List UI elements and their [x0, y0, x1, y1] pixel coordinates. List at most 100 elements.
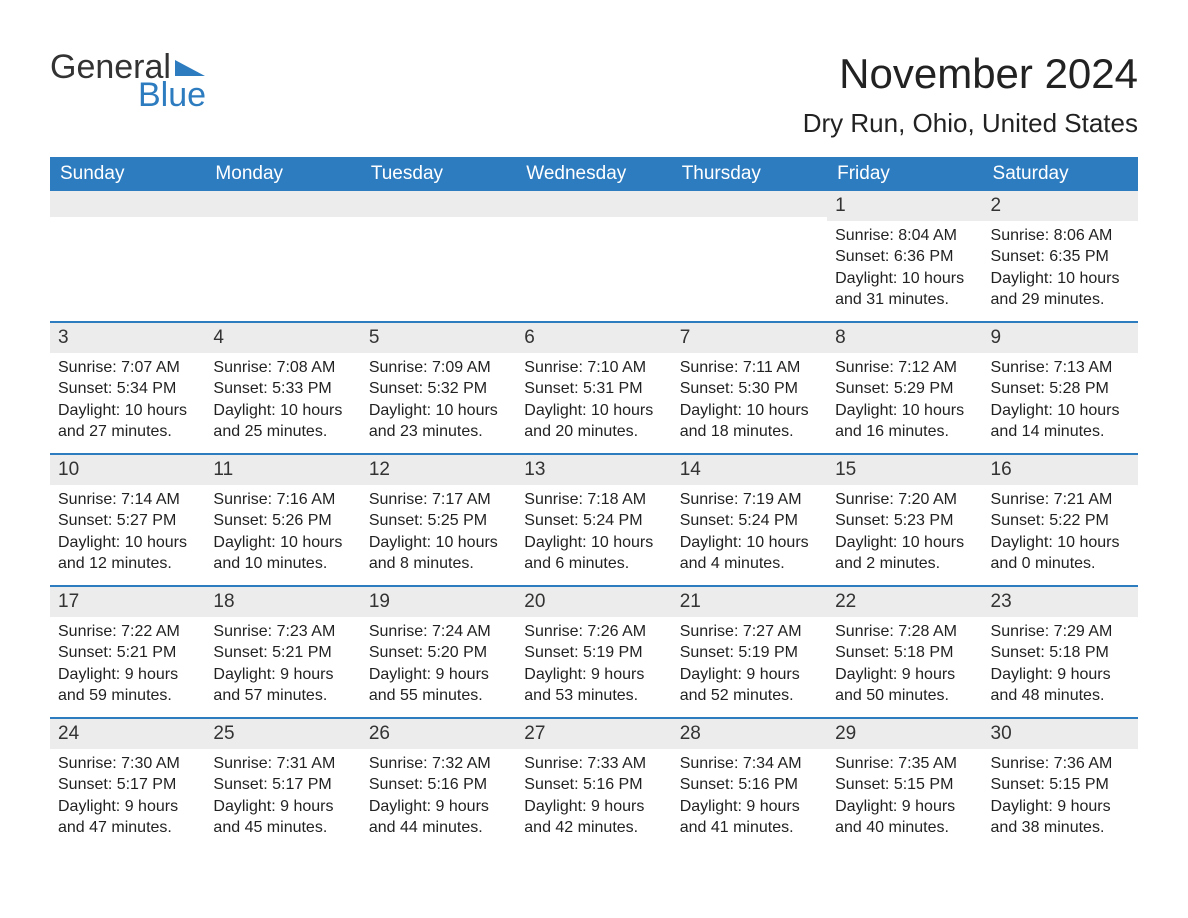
- cell-body: Sunrise: 7:33 AMSunset: 5:16 PMDaylight:…: [516, 749, 671, 849]
- cell-body: Sunrise: 7:20 AMSunset: 5:23 PMDaylight:…: [827, 485, 982, 585]
- sunrise-label: Sunrise: 7:36 AM: [991, 753, 1130, 775]
- daylight1-label: Daylight: 9 hours: [991, 664, 1130, 686]
- calendar-cell: 16Sunrise: 7:21 AMSunset: 5:22 PMDayligh…: [983, 455, 1138, 585]
- daylight1-label: Daylight: 10 hours: [524, 400, 663, 422]
- calendar-cell: 25Sunrise: 7:31 AMSunset: 5:17 PMDayligh…: [205, 719, 360, 849]
- daylight1-label: Daylight: 10 hours: [213, 400, 352, 422]
- cell-body: Sunrise: 7:22 AMSunset: 5:21 PMDaylight:…: [50, 617, 205, 717]
- daylight2-label: and 27 minutes.: [58, 421, 197, 443]
- daylight2-label: and 31 minutes.: [835, 289, 974, 311]
- daylight2-label: and 48 minutes.: [991, 685, 1130, 707]
- day-number: 2: [983, 191, 1138, 221]
- daylight1-label: Daylight: 9 hours: [991, 796, 1130, 818]
- day-number: 26: [361, 719, 516, 749]
- calendar-cell: 8Sunrise: 7:12 AMSunset: 5:29 PMDaylight…: [827, 323, 982, 453]
- cell-body: Sunrise: 7:23 AMSunset: 5:21 PMDaylight:…: [205, 617, 360, 717]
- daylight2-label: and 53 minutes.: [524, 685, 663, 707]
- sunrise-label: Sunrise: 7:22 AM: [58, 621, 197, 643]
- calendar-cell: 6Sunrise: 7:10 AMSunset: 5:31 PMDaylight…: [516, 323, 671, 453]
- calendar-cell: 13Sunrise: 7:18 AMSunset: 5:24 PMDayligh…: [516, 455, 671, 585]
- sunset-label: Sunset: 5:17 PM: [58, 774, 197, 796]
- sunset-label: Sunset: 5:21 PM: [213, 642, 352, 664]
- cell-body: Sunrise: 7:27 AMSunset: 5:19 PMDaylight:…: [672, 617, 827, 717]
- day-number: 25: [205, 719, 360, 749]
- daylight2-label: and 45 minutes.: [213, 817, 352, 839]
- daylight1-label: Daylight: 10 hours: [680, 532, 819, 554]
- calendar: Sunday Monday Tuesday Wednesday Thursday…: [50, 157, 1138, 849]
- day-header-wed: Wednesday: [516, 157, 671, 191]
- sunrise-label: Sunrise: 7:07 AM: [58, 357, 197, 379]
- sunrise-label: Sunrise: 7:26 AM: [524, 621, 663, 643]
- cell-body: Sunrise: 7:17 AMSunset: 5:25 PMDaylight:…: [361, 485, 516, 585]
- day-number: [672, 191, 827, 217]
- daylight1-label: Daylight: 9 hours: [213, 664, 352, 686]
- calendar-cell: [516, 191, 671, 321]
- daylight1-label: Daylight: 10 hours: [991, 532, 1130, 554]
- day-header-sat: Saturday: [983, 157, 1138, 191]
- day-number: 9: [983, 323, 1138, 353]
- cell-body: Sunrise: 7:07 AMSunset: 5:34 PMDaylight:…: [50, 353, 205, 453]
- sunset-label: Sunset: 5:15 PM: [835, 774, 974, 796]
- calendar-cell: 18Sunrise: 7:23 AMSunset: 5:21 PMDayligh…: [205, 587, 360, 717]
- daylight1-label: Daylight: 9 hours: [835, 796, 974, 818]
- calendar-week: 24Sunrise: 7:30 AMSunset: 5:17 PMDayligh…: [50, 717, 1138, 849]
- daylight1-label: Daylight: 9 hours: [369, 796, 508, 818]
- daylight1-label: Daylight: 9 hours: [835, 664, 974, 686]
- cell-body: Sunrise: 7:24 AMSunset: 5:20 PMDaylight:…: [361, 617, 516, 717]
- daylight1-label: Daylight: 10 hours: [991, 400, 1130, 422]
- sunrise-label: Sunrise: 7:34 AM: [680, 753, 819, 775]
- sunset-label: Sunset: 5:22 PM: [991, 510, 1130, 532]
- sunrise-label: Sunrise: 7:10 AM: [524, 357, 663, 379]
- sunrise-label: Sunrise: 7:21 AM: [991, 489, 1130, 511]
- daylight2-label: and 8 minutes.: [369, 553, 508, 575]
- sunrise-label: Sunrise: 7:12 AM: [835, 357, 974, 379]
- day-number: 21: [672, 587, 827, 617]
- sunrise-label: Sunrise: 7:16 AM: [213, 489, 352, 511]
- sunset-label: Sunset: 5:17 PM: [213, 774, 352, 796]
- daylight2-label: and 40 minutes.: [835, 817, 974, 839]
- daylight1-label: Daylight: 10 hours: [680, 400, 819, 422]
- calendar-cell: 23Sunrise: 7:29 AMSunset: 5:18 PMDayligh…: [983, 587, 1138, 717]
- day-number: [50, 191, 205, 217]
- sunset-label: Sunset: 5:16 PM: [524, 774, 663, 796]
- day-number: 28: [672, 719, 827, 749]
- daylight1-label: Daylight: 9 hours: [680, 664, 819, 686]
- month-title: November 2024: [803, 50, 1138, 98]
- calendar-cell: 22Sunrise: 7:28 AMSunset: 5:18 PMDayligh…: [827, 587, 982, 717]
- daylight1-label: Daylight: 10 hours: [835, 268, 974, 290]
- cell-body: Sunrise: 7:19 AMSunset: 5:24 PMDaylight:…: [672, 485, 827, 585]
- sunset-label: Sunset: 5:15 PM: [991, 774, 1130, 796]
- daylight2-label: and 16 minutes.: [835, 421, 974, 443]
- sunset-label: Sunset: 5:28 PM: [991, 378, 1130, 400]
- sunset-label: Sunset: 5:24 PM: [680, 510, 819, 532]
- cell-body: Sunrise: 7:31 AMSunset: 5:17 PMDaylight:…: [205, 749, 360, 849]
- calendar-cell: 2Sunrise: 8:06 AMSunset: 6:35 PMDaylight…: [983, 191, 1138, 321]
- weeks-container: 1Sunrise: 8:04 AMSunset: 6:36 PMDaylight…: [50, 191, 1138, 849]
- logo-text-blue: Blue: [138, 78, 206, 112]
- cell-body: Sunrise: 7:32 AMSunset: 5:16 PMDaylight:…: [361, 749, 516, 849]
- daylight2-label: and 14 minutes.: [991, 421, 1130, 443]
- sunrise-label: Sunrise: 8:04 AM: [835, 225, 974, 247]
- sunset-label: Sunset: 5:26 PM: [213, 510, 352, 532]
- sunrise-label: Sunrise: 8:06 AM: [991, 225, 1130, 247]
- sunrise-label: Sunrise: 7:31 AM: [213, 753, 352, 775]
- sunrise-label: Sunrise: 7:14 AM: [58, 489, 197, 511]
- calendar-week: 1Sunrise: 8:04 AMSunset: 6:36 PMDaylight…: [50, 191, 1138, 321]
- calendar-cell: 12Sunrise: 7:17 AMSunset: 5:25 PMDayligh…: [361, 455, 516, 585]
- cell-body: Sunrise: 7:18 AMSunset: 5:24 PMDaylight:…: [516, 485, 671, 585]
- sunrise-label: Sunrise: 7:13 AM: [991, 357, 1130, 379]
- sunset-label: Sunset: 5:18 PM: [991, 642, 1130, 664]
- calendar-cell: 5Sunrise: 7:09 AMSunset: 5:32 PMDaylight…: [361, 323, 516, 453]
- sunset-label: Sunset: 5:33 PM: [213, 378, 352, 400]
- sunset-label: Sunset: 5:19 PM: [680, 642, 819, 664]
- daylight2-label: and 57 minutes.: [213, 685, 352, 707]
- daylight2-label: and 18 minutes.: [680, 421, 819, 443]
- day-number: 15: [827, 455, 982, 485]
- logo: General Blue: [50, 50, 206, 112]
- daylight2-label: and 47 minutes.: [58, 817, 197, 839]
- cell-body: Sunrise: 7:16 AMSunset: 5:26 PMDaylight:…: [205, 485, 360, 585]
- daylight1-label: Daylight: 10 hours: [213, 532, 352, 554]
- daylight1-label: Daylight: 10 hours: [991, 268, 1130, 290]
- sunrise-label: Sunrise: 7:11 AM: [680, 357, 819, 379]
- day-number: 4: [205, 323, 360, 353]
